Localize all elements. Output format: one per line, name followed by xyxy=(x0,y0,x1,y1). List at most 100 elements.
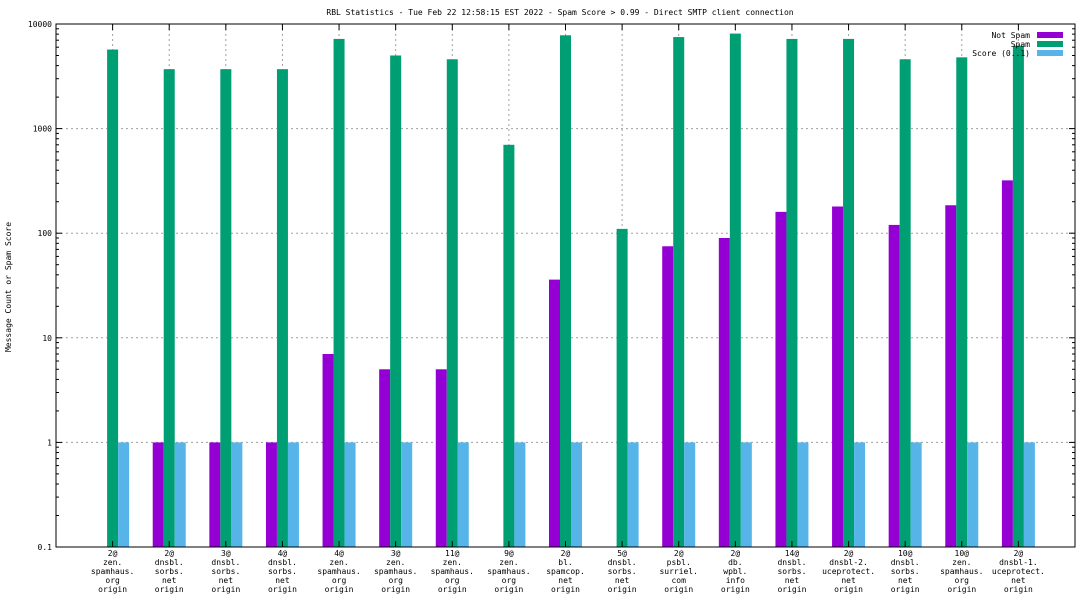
legend-swatch xyxy=(1037,41,1063,47)
x-tick-label: 10@ xyxy=(955,549,970,558)
x-tick-label: 2@ xyxy=(731,549,741,558)
bar xyxy=(152,442,164,547)
x-tick-label: net xyxy=(162,576,177,585)
y-tick-label: 0.1 xyxy=(38,543,53,552)
bar xyxy=(1001,180,1013,547)
bar xyxy=(457,442,469,547)
x-tick-label: spamcop. xyxy=(546,567,585,576)
bar xyxy=(888,224,900,547)
bar xyxy=(209,442,221,547)
x-tick-label: 10@ xyxy=(898,549,913,558)
bar xyxy=(549,279,560,547)
x-tick-label: origin xyxy=(325,585,354,594)
x-tick-label: zen. xyxy=(329,558,348,567)
x-tick-label: dnsbl. xyxy=(268,558,297,567)
x-tick-label: org xyxy=(332,576,347,585)
x-tick-label: dnsbl-1. xyxy=(999,558,1038,567)
x-tick-label: origin xyxy=(438,585,467,594)
x-tick-label: dnsbl. xyxy=(891,558,920,567)
bar xyxy=(231,442,243,547)
x-tick-label: dnsbl-2. xyxy=(829,558,868,567)
x-tick-label: dnsbl. xyxy=(608,558,637,567)
bar xyxy=(107,49,119,547)
bar xyxy=(673,37,685,547)
x-tick-label: origin xyxy=(721,585,750,594)
y-tick-label: 1 xyxy=(47,438,52,447)
y-axis: 0.1 1 10 100 1000 10000 xyxy=(28,20,1075,552)
x-tick-label: spamhaus. xyxy=(487,567,530,576)
bar xyxy=(662,246,674,547)
x-tick-label: 2@ xyxy=(561,549,571,558)
bar xyxy=(571,442,582,547)
bar xyxy=(627,442,639,547)
bar xyxy=(945,205,957,547)
y-axis-label: Message Count or Spam Score xyxy=(4,222,13,352)
bar xyxy=(843,38,855,547)
x-tick-label: zen. xyxy=(103,558,122,567)
x-tick-label: spamhaus. xyxy=(940,567,983,576)
bar xyxy=(514,442,526,547)
x-tick-label: org xyxy=(105,576,120,585)
x-tick-label: dnsbl. xyxy=(155,558,184,567)
bar xyxy=(163,69,175,547)
x-tick-label: net xyxy=(898,576,913,585)
legend-swatch xyxy=(1037,32,1063,38)
bars xyxy=(107,33,1035,548)
x-tick-label: dnsbl. xyxy=(777,558,806,567)
x-tick-label: origin xyxy=(834,585,863,594)
legend-swatch xyxy=(1037,50,1063,56)
x-tick-label: net xyxy=(558,576,573,585)
x-tick-label: spamhaus. xyxy=(91,567,134,576)
bar xyxy=(401,442,413,547)
bar xyxy=(446,59,458,547)
x-tick-label: origin xyxy=(664,585,693,594)
x-tick-label: origin xyxy=(777,585,806,594)
x-tick-label: net xyxy=(785,576,800,585)
bar xyxy=(265,442,277,547)
x-tick-label: sorbs. xyxy=(777,567,806,576)
x-tick-label: org xyxy=(445,576,460,585)
x-tick-label: sorbs. xyxy=(155,567,184,576)
bar xyxy=(797,442,809,547)
bar xyxy=(333,38,345,547)
bar xyxy=(854,442,866,547)
x-tick-label: origin xyxy=(211,585,240,594)
x-tick-label: sorbs. xyxy=(891,567,920,576)
x-tick-label: info xyxy=(726,576,745,585)
x-tick-label: 2@ xyxy=(674,549,684,558)
bar xyxy=(740,442,752,547)
bar xyxy=(276,69,288,547)
bar xyxy=(1012,45,1024,548)
bar xyxy=(684,442,696,547)
x-tick-label: zen. xyxy=(952,558,971,567)
x-tick-label: spamhaus. xyxy=(317,567,360,576)
x-tick-label: uceprotect. xyxy=(822,567,875,576)
x-tick-label: zen. xyxy=(386,558,405,567)
y-tick-label: 100 xyxy=(38,229,53,238)
x-tick-label: origin xyxy=(947,585,976,594)
x-tick-label: origin xyxy=(891,585,920,594)
bar xyxy=(435,369,447,547)
legend-label: Score (0..1) xyxy=(972,49,1030,58)
x-tick-label: psbl. xyxy=(667,558,691,567)
x-tick-label: net xyxy=(219,576,234,585)
bar xyxy=(899,59,911,547)
x-tick-label: org xyxy=(502,576,517,585)
bar xyxy=(344,442,356,547)
bar xyxy=(956,57,968,548)
x-tick-label: origin xyxy=(608,585,637,594)
bar xyxy=(832,206,844,548)
x-tick-label: sorbs. xyxy=(211,567,240,576)
x-tick-label: sorbs. xyxy=(268,567,297,576)
x-tick-label: net xyxy=(841,576,856,585)
x-tick-label: net xyxy=(275,576,290,585)
x-tick-label: origin xyxy=(155,585,184,594)
bar xyxy=(220,69,232,547)
bar xyxy=(390,55,402,548)
x-tick-label: 5@ xyxy=(617,549,627,558)
x-tick-label: 4@ xyxy=(278,549,288,558)
y-tick-label: 1000 xyxy=(33,125,52,134)
x-tick-label: org xyxy=(388,576,403,585)
x-tick-label: origin xyxy=(494,585,523,594)
